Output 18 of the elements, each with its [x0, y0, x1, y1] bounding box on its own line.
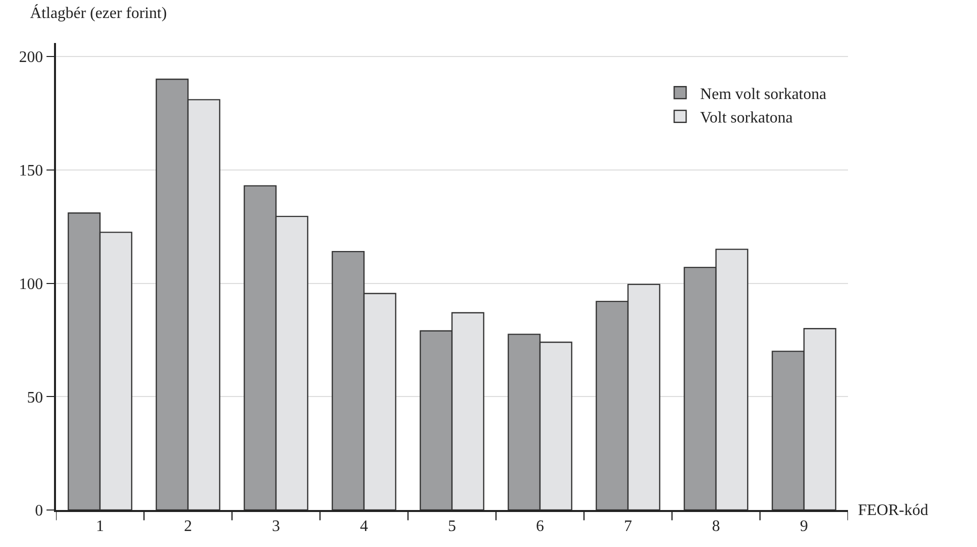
y-tick-label: 150 — [19, 162, 44, 180]
x-tick-label: 4 — [360, 518, 368, 535]
x-tick-label: 1 — [96, 518, 104, 535]
x-tick-label: 8 — [712, 518, 720, 535]
legend-label: Volt sorkatona — [700, 110, 793, 127]
x-tick-label: 2 — [184, 518, 192, 535]
x-tick-label: 6 — [536, 518, 544, 535]
x-tick-label: 5 — [448, 518, 456, 535]
x-tick-label: 7 — [624, 518, 632, 535]
legend-label: Nem volt sorkatona — [700, 86, 826, 103]
y-tick-label: 50 — [27, 389, 44, 406]
y-tick-label: 100 — [19, 276, 44, 293]
x-tick-label: 3 — [272, 518, 280, 535]
y-tick-label: 200 — [19, 49, 44, 66]
y-tick-label: 0 — [35, 502, 44, 520]
x-axis-title: FEOR-kód — [858, 502, 928, 519]
x-tick-label: 9 — [800, 518, 808, 535]
y-axis-title: Átlagbér (ezer forint) — [30, 4, 167, 22]
